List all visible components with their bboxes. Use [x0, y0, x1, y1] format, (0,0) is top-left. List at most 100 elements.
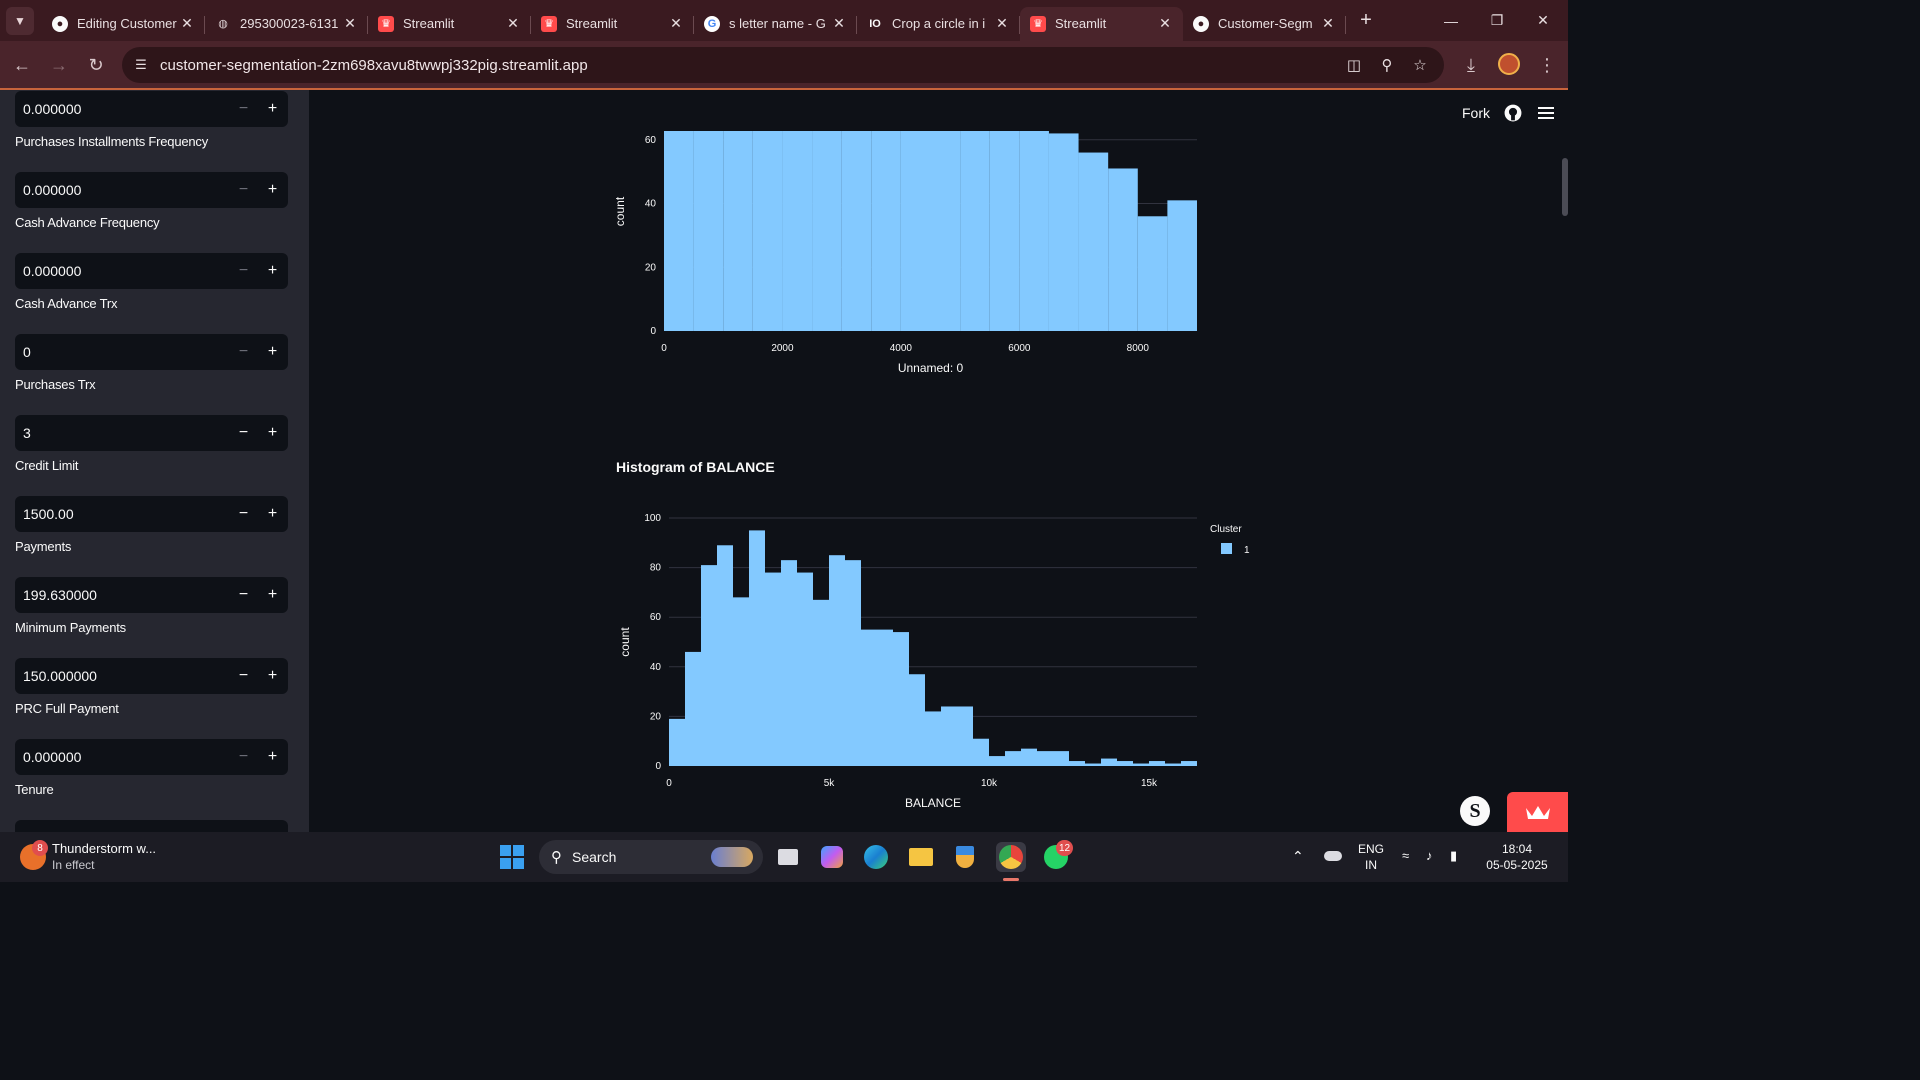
fork-link[interactable]: Fork — [1462, 105, 1490, 121]
histogram-bar[interactable] — [925, 711, 941, 766]
browser-tab[interactable]: ♛ Streamlit ✕ — [1020, 7, 1183, 41]
histogram-bar[interactable] — [829, 555, 845, 766]
chrome-button[interactable] — [996, 842, 1026, 872]
browser-tab[interactable]: ● Customer-Segm ✕ — [1183, 7, 1346, 41]
histogram-bar[interactable] — [1037, 751, 1053, 766]
url-bar[interactable]: ☰ customer-segmentation-2zm698xavu8twwpj… — [122, 47, 1444, 83]
browser-tab[interactable]: ♛ Streamlit ✕ — [531, 7, 694, 41]
tab-search-button[interactable]: ▼ — [6, 7, 34, 35]
increment-button[interactable]: + — [258, 820, 287, 832]
clock[interactable]: 18:04 05-05-2025 — [1484, 841, 1550, 873]
wifi-icon[interactable]: ≈ — [1402, 848, 1409, 864]
new-tab-button[interactable]: + — [1352, 7, 1380, 35]
decrement-button[interactable]: − — [229, 739, 258, 775]
histogram-bar[interactable] — [1085, 764, 1101, 766]
decrement-button[interactable]: − — [229, 91, 258, 127]
bookmark-star-icon[interactable]: ☆ — [1410, 55, 1430, 75]
forward-button[interactable]: → — [42, 48, 76, 82]
volume-icon[interactable]: ♪ — [1426, 848, 1433, 864]
histogram-bar[interactable] — [941, 706, 957, 766]
histogram-bar[interactable] — [1101, 759, 1117, 766]
histogram-bar[interactable] — [957, 706, 973, 766]
histogram-bar[interactable] — [960, 131, 990, 331]
increment-button[interactable]: + — [258, 91, 287, 127]
histogram-bar[interactable] — [1149, 761, 1165, 766]
histogram-bar[interactable] — [669, 719, 685, 766]
histogram-bar[interactable] — [990, 131, 1020, 331]
histogram-bar[interactable] — [1049, 133, 1079, 331]
decrement-button[interactable]: − — [229, 577, 258, 613]
reload-button[interactable]: ↻ — [79, 48, 113, 82]
histogram-bar[interactable] — [893, 632, 909, 766]
streamlit-s-badge[interactable]: S — [1460, 796, 1490, 826]
legend-swatch[interactable] — [1221, 543, 1232, 554]
number-input-value[interactable]: 0.000000 — [15, 182, 229, 198]
github-icon[interactable] — [1504, 104, 1522, 122]
histogram-bar[interactable] — [664, 131, 694, 331]
histogram-bar[interactable] — [877, 630, 893, 766]
streamlit-crown-button[interactable] — [1507, 792, 1568, 832]
battery-icon[interactable]: ▮ — [1450, 848, 1457, 864]
hamburger-menu-icon[interactable] — [1538, 106, 1554, 120]
histogram-bar[interactable] — [685, 652, 701, 766]
browser-tab[interactable]: ● Editing Customer ✕ — [42, 7, 205, 41]
taskbar-search[interactable]: ⚲ Search — [539, 840, 763, 874]
close-tab-icon[interactable]: ✕ — [1320, 15, 1336, 32]
histogram-bar[interactable] — [1167, 200, 1197, 331]
histogram-bar[interactable] — [1079, 153, 1109, 331]
histogram-bar[interactable] — [813, 600, 829, 766]
increment-button[interactable]: + — [258, 577, 287, 613]
histogram-bar[interactable] — [1165, 764, 1181, 766]
histogram-bar[interactable] — [717, 545, 733, 766]
histogram-bar[interactable] — [812, 131, 842, 331]
browser-tab[interactable]: IO Crop a circle in i ✕ — [857, 7, 1020, 41]
decrement-button[interactable]: − — [229, 496, 258, 532]
increment-button[interactable]: + — [258, 415, 287, 451]
close-tab-icon[interactable]: ✕ — [505, 15, 521, 32]
edge-button[interactable] — [861, 842, 891, 872]
minimize-button[interactable]: — — [1428, 0, 1474, 41]
medal-app-button[interactable] — [950, 842, 980, 872]
histogram-bar[interactable] — [1108, 168, 1138, 331]
copilot-button[interactable] — [817, 842, 847, 872]
profile-avatar[interactable] — [1498, 53, 1520, 75]
close-tab-icon[interactable]: ✕ — [1157, 15, 1173, 32]
histogram-bar[interactable] — [1138, 216, 1168, 331]
histogram-bar[interactable] — [782, 131, 812, 331]
histogram-bar[interactable] — [723, 131, 753, 331]
histogram-bar[interactable] — [749, 530, 765, 766]
number-input-value[interactable]: 0.000000 — [15, 263, 229, 279]
histogram-bar[interactable] — [1021, 749, 1037, 766]
increment-button[interactable]: + — [258, 172, 287, 208]
site-settings-icon[interactable]: ☰ — [132, 56, 150, 74]
histogram-bar[interactable] — [901, 131, 931, 331]
histogram-bar[interactable] — [842, 131, 872, 331]
decrement-button[interactable]: − — [229, 415, 258, 451]
onedrive-icon[interactable] — [1324, 851, 1342, 861]
increment-button[interactable]: + — [258, 496, 287, 532]
language-indicator[interactable]: ENG IN — [1358, 841, 1384, 873]
decrement-button[interactable]: − — [229, 658, 258, 694]
increment-button[interactable]: + — [258, 658, 287, 694]
histogram-bar[interactable] — [1069, 761, 1085, 766]
histogram-bar[interactable] — [694, 131, 724, 331]
task-view-button[interactable] — [773, 842, 803, 872]
file-explorer-button[interactable] — [906, 842, 936, 872]
zoom-icon[interactable]: ⚲ — [1377, 55, 1397, 75]
close-window-button[interactable]: ✕ — [1520, 0, 1566, 41]
close-tab-icon[interactable]: ✕ — [342, 15, 358, 32]
histogram-bar[interactable] — [909, 674, 925, 766]
histogram-bar[interactable] — [931, 131, 961, 331]
decrement-button[interactable]: − — [229, 172, 258, 208]
legend-label[interactable]: 1 — [1244, 545, 1250, 556]
browser-tab[interactable]: ◍ 295300023-6131 ✕ — [205, 7, 368, 41]
histogram-bar[interactable] — [1019, 131, 1049, 331]
histogram-bar[interactable] — [701, 565, 717, 766]
histogram-bar[interactable] — [845, 560, 861, 766]
histogram-bar[interactable] — [1005, 751, 1021, 766]
close-tab-icon[interactable]: ✕ — [994, 15, 1010, 32]
histogram-bar[interactable] — [765, 573, 781, 766]
histogram-bar[interactable] — [989, 756, 1005, 766]
install-app-icon[interactable]: ◫ — [1344, 55, 1364, 75]
